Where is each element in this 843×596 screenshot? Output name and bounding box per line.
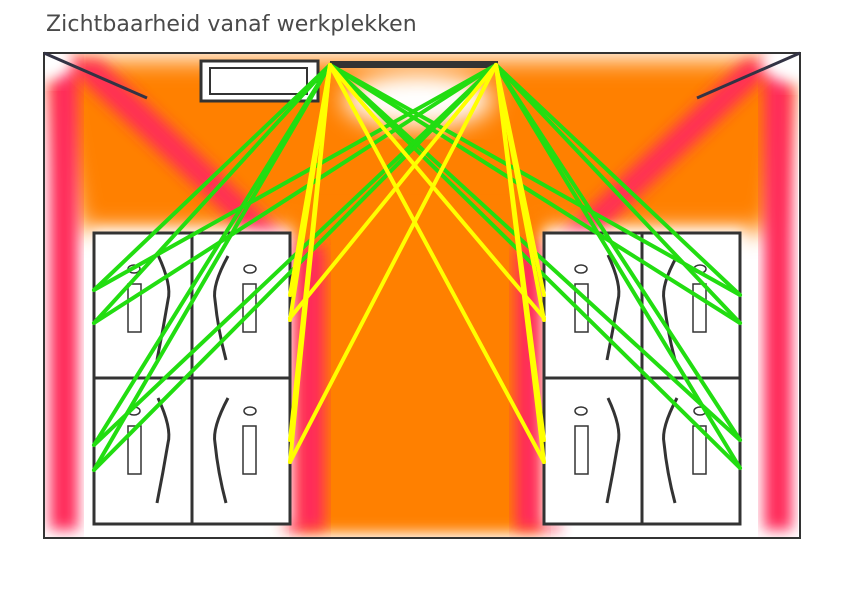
- workstation: [127, 254, 171, 361]
- workstation: [574, 397, 621, 504]
- workstation: [662, 255, 707, 361]
- display-screen: [330, 61, 498, 68]
- window-pane: [209, 67, 308, 95]
- workstations: [127, 254, 707, 504]
- green-sightlines: [92, 63, 742, 472]
- corner-line-right: [696, 51, 801, 100]
- yellow-sightlines: [288, 63, 546, 464]
- wall-zone-left: [50, 60, 78, 530]
- desk-group-right: [542, 231, 742, 526]
- wall-zone-right: [764, 60, 792, 530]
- diagram-title: Zichtbaarheid vanaf werkplekken: [46, 12, 417, 37]
- corner-line-left: [43, 51, 148, 100]
- workstation: [213, 397, 257, 504]
- desk-group-left: [92, 231, 292, 526]
- room-border: [43, 52, 801, 539]
